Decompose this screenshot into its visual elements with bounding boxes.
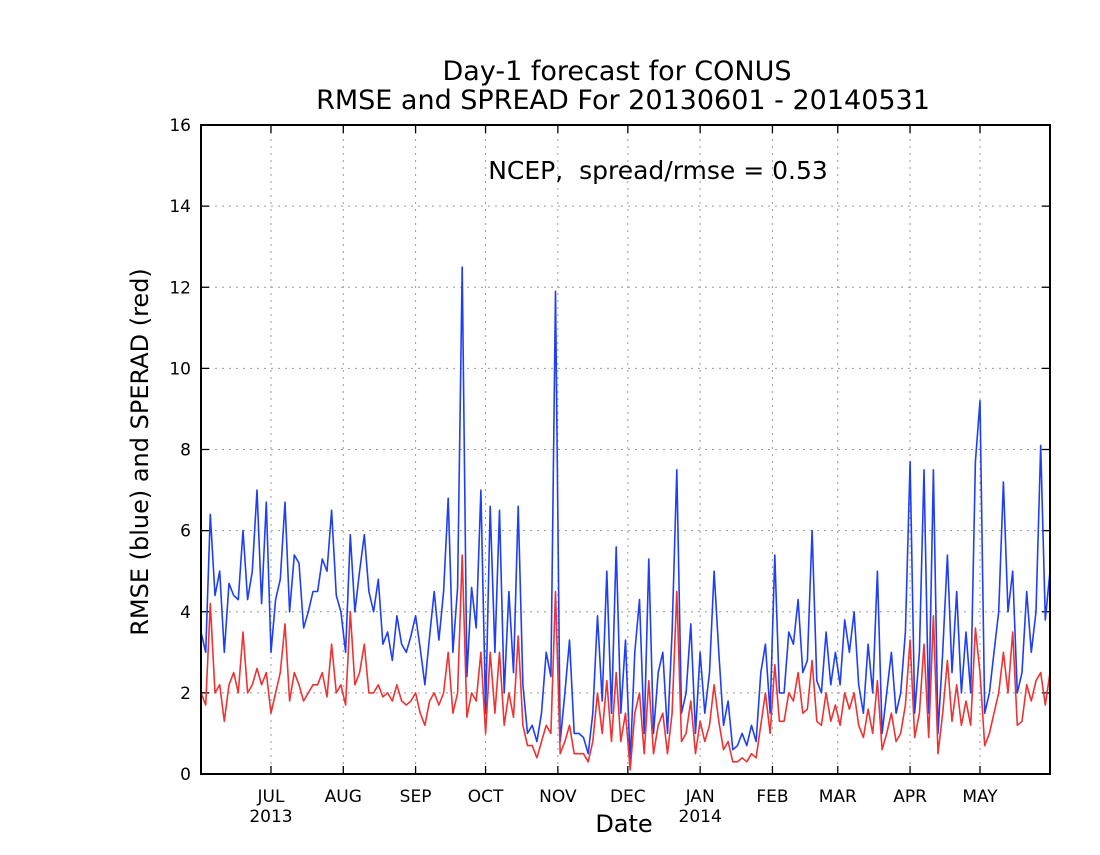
x-tick-label: NOV xyxy=(539,787,577,807)
x-tick-label: MAY xyxy=(962,787,998,807)
y-tick-label: 12 xyxy=(169,278,191,298)
x-tick-label: APR xyxy=(893,787,927,807)
x-tick-label: FEB xyxy=(756,787,788,807)
x-tick-label: AUG xyxy=(325,787,362,807)
y-tick-label: 10 xyxy=(169,359,191,379)
y-tick-label: 6 xyxy=(180,522,191,542)
y-tick-label: 8 xyxy=(180,441,191,461)
x-tick-label: DEC xyxy=(610,787,646,807)
x-tick-label: OCT xyxy=(468,787,504,807)
x-tick-label: JUL xyxy=(257,787,285,807)
x-tick-year-label: 2013 xyxy=(249,807,292,827)
series-line-spread xyxy=(200,554,1051,771)
series-lines xyxy=(200,266,1051,771)
chart-annotation: NCEP, spread/rmse = 0.53 xyxy=(488,156,828,185)
y-tick-label: 16 xyxy=(169,116,191,136)
chart-subtitle: RMSE and SPREAD For 20130601 - 20140531 xyxy=(316,85,930,116)
x-axis-title: Date xyxy=(595,810,652,838)
y-tick-label: 2 xyxy=(180,684,191,704)
x-tick-label: MAR xyxy=(819,787,857,807)
y-tick-label: 4 xyxy=(180,603,191,623)
y-tick-label: 0 xyxy=(180,765,191,785)
x-tick-label: JAN xyxy=(685,787,715,807)
x-tick-year-label: 2014 xyxy=(679,807,722,827)
x-tick-label: SEP xyxy=(400,787,432,807)
plot-frame xyxy=(200,124,1051,775)
y-axis-title: RMSE (blue) and SPERAD (red) xyxy=(126,268,154,636)
y-tick-label: 14 xyxy=(169,197,191,217)
chart-title: Day-1 forecast for CONUS xyxy=(442,56,791,87)
series-line-rmse xyxy=(200,266,1051,763)
